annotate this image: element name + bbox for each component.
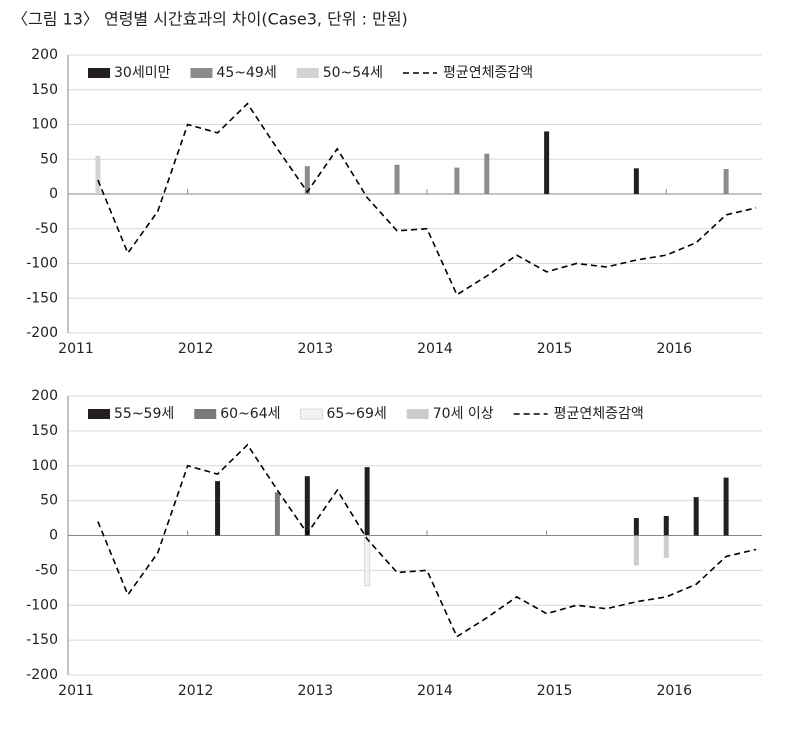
y-tick-label: 0 <box>49 528 58 544</box>
legend-label: 65~69세 <box>327 406 387 422</box>
y-tick-label: 200 <box>31 388 58 404</box>
legend-label: 평균연체증감액 <box>443 65 533 81</box>
x-tick-label: 2015 <box>537 341 573 357</box>
legend-label: 50~54세 <box>323 65 383 81</box>
y-tick-label: -100 <box>26 256 58 272</box>
bar <box>454 167 460 194</box>
line <box>97 443 757 638</box>
x-tick-label: 2012 <box>178 683 214 699</box>
y-tick-label: 100 <box>31 458 58 474</box>
chart-title: 〈그림 13〉 연령별 시간효과의 차이(Case3, 단위 : 만원) <box>12 10 408 29</box>
y-tick-label: 200 <box>31 47 58 63</box>
x-tick-label: 2016 <box>656 341 692 357</box>
bar <box>723 168 729 194</box>
bar <box>663 535 669 558</box>
bar <box>304 166 310 194</box>
bar <box>633 535 639 566</box>
bar <box>215 481 221 536</box>
y-tick-label: 150 <box>31 423 58 439</box>
y-tick-label: 0 <box>49 186 58 202</box>
y-tick-label: -50 <box>35 562 58 578</box>
bar <box>544 131 550 194</box>
bar <box>95 155 101 194</box>
legend-swatch <box>88 409 110 419</box>
bar <box>663 515 669 536</box>
bar <box>364 535 371 587</box>
legend-swatch <box>190 68 213 78</box>
y-tick-label: -150 <box>26 290 58 306</box>
legend-label: 45~49세 <box>216 65 276 81</box>
line <box>97 102 757 296</box>
legend-swatch <box>88 68 110 78</box>
x-tick-label: 2013 <box>297 341 333 357</box>
bar <box>304 476 310 536</box>
legend-swatch <box>296 68 319 78</box>
y-tick-label: -200 <box>26 667 58 683</box>
y-tick-label: -100 <box>26 597 58 613</box>
legend-label: 55~59세 <box>114 406 174 422</box>
y-tick-label: 50 <box>40 493 58 509</box>
bar <box>633 518 639 536</box>
y-tick-label: -200 <box>26 325 58 341</box>
x-tick-label: 2014 <box>417 341 453 357</box>
y-tick-label: 50 <box>40 151 58 167</box>
bar <box>364 467 370 536</box>
legend-label: 평균연체증감액 <box>554 406 644 422</box>
y-tick-label: -150 <box>26 632 58 648</box>
x-tick-label: 2012 <box>178 341 214 357</box>
bar <box>633 168 639 194</box>
x-tick-label: 2011 <box>58 683 94 699</box>
bar <box>394 164 400 194</box>
legend-swatch <box>406 409 429 419</box>
y-tick-label: 150 <box>31 82 58 98</box>
legend-swatch <box>300 408 323 420</box>
legend-swatch <box>194 409 217 419</box>
bar <box>723 477 729 536</box>
y-tick-label: 100 <box>31 117 58 133</box>
x-tick-label: 2013 <box>297 683 333 699</box>
x-tick-label: 2015 <box>537 683 573 699</box>
legend-label: 60~64세 <box>220 406 280 422</box>
x-tick-label: 2011 <box>58 341 94 357</box>
bar <box>484 153 490 194</box>
legend-label: 30세미만 <box>114 65 171 81</box>
bar <box>693 497 699 536</box>
legend-label: 70세 이상 <box>433 406 494 422</box>
y-tick-label: -50 <box>35 221 58 237</box>
x-tick-label: 2014 <box>417 683 453 699</box>
bar <box>274 492 280 536</box>
x-tick-label: 2016 <box>656 683 692 699</box>
